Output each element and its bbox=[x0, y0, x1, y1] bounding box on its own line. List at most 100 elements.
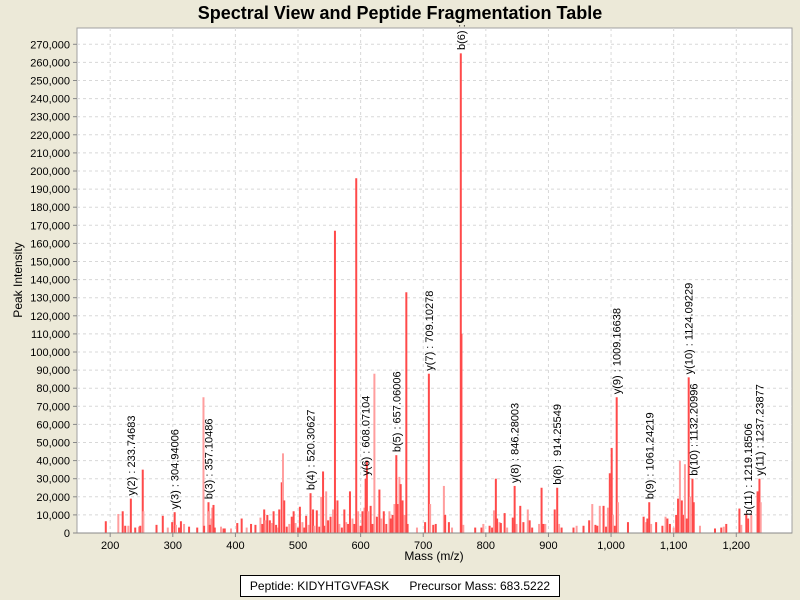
y-tick-label: 260,000 bbox=[30, 57, 70, 69]
y-tick-label: 240,000 bbox=[30, 94, 70, 106]
peak-bar bbox=[292, 511, 295, 533]
peak-bar bbox=[515, 523, 518, 533]
peak-bar bbox=[297, 527, 300, 533]
peak-bar bbox=[196, 527, 199, 533]
peak-annotation: b(4) : 520.30627 bbox=[306, 409, 318, 490]
y-tick-label: 100,000 bbox=[30, 347, 70, 359]
peak-bar bbox=[380, 518, 383, 533]
peak-bar bbox=[212, 504, 215, 533]
peak-bar bbox=[371, 523, 374, 533]
peak-bar bbox=[538, 523, 541, 533]
x-tick-label: 700 bbox=[414, 540, 432, 552]
peak-bar bbox=[364, 478, 367, 533]
peak-annotation: y(6) : 608.07104 bbox=[361, 396, 373, 476]
peak-bar bbox=[591, 504, 594, 533]
peak-annotation: b(8) : 914.25549 bbox=[552, 404, 564, 485]
peak-bar bbox=[222, 528, 225, 533]
peak-bar bbox=[264, 520, 267, 533]
peak-bar bbox=[139, 525, 142, 533]
peak-bar bbox=[496, 518, 499, 533]
peak-bar bbox=[575, 525, 578, 533]
peak-bar bbox=[540, 487, 543, 533]
peak-bar bbox=[447, 522, 450, 533]
peak-bar bbox=[173, 512, 176, 533]
peak-annotation: y(9) : 1009.16638 bbox=[612, 308, 624, 394]
peak-bar bbox=[281, 453, 284, 533]
peak-bar bbox=[596, 525, 599, 533]
peak-bar bbox=[492, 510, 495, 533]
peak-bar bbox=[280, 482, 283, 533]
peak-bar bbox=[155, 524, 158, 533]
peak-bar bbox=[223, 528, 226, 533]
peak-bar bbox=[285, 526, 288, 533]
peak-bar bbox=[365, 460, 368, 533]
y-tick-label: 10,000 bbox=[36, 510, 70, 522]
peak-bar bbox=[434, 523, 437, 533]
peak-bar bbox=[320, 496, 323, 533]
peak-bar bbox=[361, 511, 364, 533]
peak-bar bbox=[713, 528, 716, 533]
peak-bar bbox=[245, 527, 248, 533]
peak-bar bbox=[313, 525, 316, 533]
peak-bar bbox=[650, 523, 653, 533]
peak-bar bbox=[276, 527, 279, 533]
peak-annotation: b(5) : 657.06006 bbox=[391, 371, 403, 452]
peak-bar bbox=[391, 514, 394, 533]
peak-bar bbox=[166, 527, 169, 533]
peak-bar bbox=[655, 522, 658, 533]
peak-bar bbox=[572, 527, 575, 533]
peak-bar bbox=[606, 507, 609, 533]
y-tick-label: 70,000 bbox=[36, 401, 70, 413]
peak-bar bbox=[498, 522, 501, 533]
peak-annotation: b(11) : 1219.18506 bbox=[743, 423, 755, 515]
peak-bar bbox=[405, 292, 408, 533]
peak-bar bbox=[174, 524, 177, 533]
peak-bar bbox=[672, 527, 675, 533]
peak-bar bbox=[553, 509, 556, 533]
peak-bar bbox=[720, 527, 723, 533]
peak-bar bbox=[336, 500, 339, 533]
chart-title: Spectral View and Peptide Fragmentation … bbox=[197, 3, 603, 23]
peak-bar bbox=[353, 523, 356, 533]
y-tick-label: 130,000 bbox=[30, 293, 70, 305]
peak-bar bbox=[323, 525, 326, 533]
peak-bar bbox=[347, 523, 350, 533]
peak-bar bbox=[491, 527, 494, 533]
peak-annotation: b(9) : 1061.24219 bbox=[644, 412, 656, 499]
peptide-label: Peptide: KIDYHTGVFASK bbox=[249, 579, 390, 593]
x-axis-label: Mass (m/z) bbox=[404, 549, 463, 563]
y-tick-label: 230,000 bbox=[30, 112, 70, 124]
peak-bar bbox=[474, 527, 477, 533]
peak-annotation: b(10) : 1132.20996 bbox=[689, 384, 701, 476]
peak-bar bbox=[275, 524, 278, 533]
peak-bar bbox=[188, 526, 191, 533]
peak-bar bbox=[298, 506, 301, 533]
peak-bar bbox=[268, 520, 271, 533]
peak-bar bbox=[613, 525, 616, 533]
peak-bar bbox=[646, 518, 649, 533]
peak-bar bbox=[683, 464, 686, 533]
peak-bar bbox=[359, 525, 362, 533]
peak-bar bbox=[758, 478, 761, 533]
peak-bar bbox=[261, 523, 264, 533]
peak-bar bbox=[104, 521, 107, 533]
peak-bar bbox=[759, 502, 762, 533]
peak-bar bbox=[682, 514, 685, 533]
peak-bar bbox=[399, 484, 402, 533]
peak-bar bbox=[645, 522, 648, 533]
y-tick-label: 220,000 bbox=[30, 130, 70, 142]
peak-bar bbox=[661, 525, 664, 533]
peak-bar bbox=[141, 469, 144, 533]
peak-bar bbox=[183, 523, 186, 533]
y-tick-label: 80,000 bbox=[36, 383, 70, 395]
x-tick-label: 1,100 bbox=[660, 540, 688, 552]
x-tick-label: 900 bbox=[539, 540, 557, 552]
peak-bar bbox=[526, 509, 529, 533]
peak-bar bbox=[678, 460, 681, 533]
peak-bar bbox=[691, 478, 694, 533]
peak-bar bbox=[740, 524, 743, 533]
y-tick-label: 150,000 bbox=[30, 256, 70, 268]
peak-bar bbox=[398, 476, 401, 533]
peak-bar bbox=[272, 511, 275, 533]
peak-bar bbox=[288, 523, 291, 533]
